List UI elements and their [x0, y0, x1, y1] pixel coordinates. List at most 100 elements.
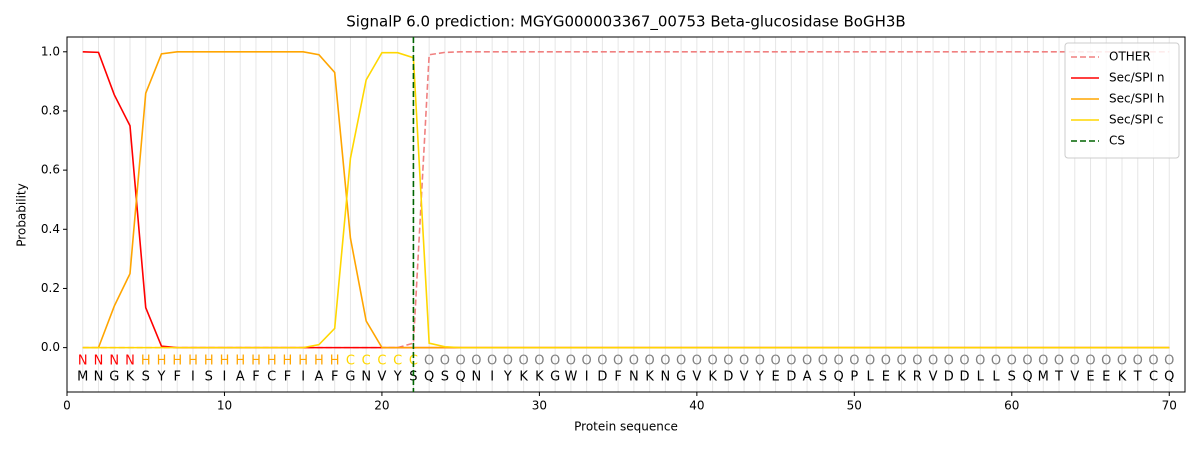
region-label: O — [424, 354, 434, 369]
residue-label: D — [597, 370, 607, 385]
region-label: O — [1117, 354, 1127, 369]
residue-label: Y — [503, 370, 512, 385]
residue-label: I — [585, 370, 589, 385]
region-label: H — [220, 354, 230, 369]
residue-label: T — [1054, 370, 1063, 385]
region-label: N — [94, 354, 104, 369]
region-label: O — [692, 354, 702, 369]
residue-label: A — [314, 370, 323, 385]
x-tick-label: 40 — [689, 399, 704, 413]
residue-label: V — [929, 370, 938, 385]
region-label: O — [566, 354, 576, 369]
region-label: O — [519, 354, 529, 369]
region-label: O — [534, 354, 544, 369]
residue-label: C — [1149, 370, 1158, 385]
region-label: H — [235, 354, 245, 369]
region-label: O — [1133, 354, 1143, 369]
legend-label: Sec/SPI c — [1109, 113, 1163, 127]
residue-label: K — [708, 370, 717, 385]
region-label: O — [1038, 354, 1048, 369]
region-label: H — [298, 354, 308, 369]
residue-label: K — [535, 370, 544, 385]
legend-label: OTHER — [1109, 50, 1151, 64]
residue-label: D — [723, 370, 733, 385]
residue-label: K — [1118, 370, 1127, 385]
region-label: O — [629, 354, 639, 369]
residue-label: A — [236, 370, 245, 385]
residue-label: S — [142, 370, 150, 385]
region-label: H — [188, 354, 198, 369]
residue-label: F — [284, 370, 291, 385]
residue-label: Y — [755, 370, 764, 385]
residue-label: I — [223, 370, 227, 385]
residue-label: F — [331, 370, 338, 385]
x-tick-label: 70 — [1162, 399, 1177, 413]
x-tick-label: 60 — [1004, 399, 1019, 413]
residue-label: C — [267, 370, 276, 385]
residue-label: S — [205, 370, 213, 385]
residue-label: F — [173, 370, 180, 385]
series-line — [82, 50, 1170, 349]
region-label: O — [896, 354, 906, 369]
legend-label: CS — [1109, 134, 1125, 148]
region-label: O — [550, 354, 560, 369]
residue-label: Q — [833, 370, 843, 385]
residue-label: Y — [157, 370, 166, 385]
residue-label: T — [1133, 370, 1142, 385]
residue-label: R — [913, 370, 922, 385]
residue-label: E — [1102, 370, 1110, 385]
y-axis-label: Probability — [15, 183, 29, 246]
residue-label: V — [377, 370, 386, 385]
region-label: O — [912, 354, 922, 369]
region-label: O — [786, 354, 796, 369]
residue-label: Q — [424, 370, 434, 385]
region-label: O — [802, 354, 812, 369]
region-label: C — [346, 354, 355, 369]
y-tick-label: 0.6 — [41, 163, 60, 177]
residue-label: G — [550, 370, 560, 385]
region-label: H — [141, 354, 151, 369]
residue-label: P — [850, 370, 858, 385]
x-tick-label: 20 — [374, 399, 389, 413]
residue-label: K — [126, 370, 135, 385]
series-line — [82, 50, 1170, 349]
region-label: O — [1054, 354, 1064, 369]
y-tick-label: 0.0 — [41, 340, 60, 354]
region-label: O — [991, 354, 1001, 369]
y-tick-label: 1.0 — [41, 44, 60, 58]
y-tick-label: 0.4 — [41, 222, 60, 236]
x-tick-label: 0 — [63, 399, 71, 413]
x-tick-label: 30 — [532, 399, 547, 413]
residue-label: S — [819, 370, 827, 385]
region-label: O — [818, 354, 828, 369]
region-label: O — [1070, 354, 1080, 369]
region-label: N — [78, 354, 88, 369]
region-label: H — [330, 354, 340, 369]
residue-label: K — [645, 370, 654, 385]
region-label: O — [833, 354, 843, 369]
legend-label: Sec/SPI h — [1109, 92, 1164, 106]
region-label: H — [204, 354, 214, 369]
y-tick-label: 0.8 — [41, 103, 60, 117]
residue-label: S — [1008, 370, 1016, 385]
residue-label: L — [977, 370, 985, 385]
y-tick-label: 0.2 — [41, 281, 60, 295]
series-line — [82, 50, 1170, 349]
region-label: O — [975, 354, 985, 369]
region-label: O — [1148, 354, 1158, 369]
residue-label: Y — [393, 370, 402, 385]
residue-label: N — [629, 370, 639, 385]
region-label: C — [362, 354, 371, 369]
residue-label: G — [109, 370, 119, 385]
region-label: O — [676, 354, 686, 369]
region-label: O — [456, 354, 466, 369]
region-label: O — [959, 354, 969, 369]
region-label: O — [613, 354, 623, 369]
region-label: N — [109, 354, 119, 369]
residue-label: A — [803, 370, 812, 385]
residue-label: V — [1070, 370, 1079, 385]
region-label: H — [172, 354, 182, 369]
region-label: O — [1164, 354, 1174, 369]
